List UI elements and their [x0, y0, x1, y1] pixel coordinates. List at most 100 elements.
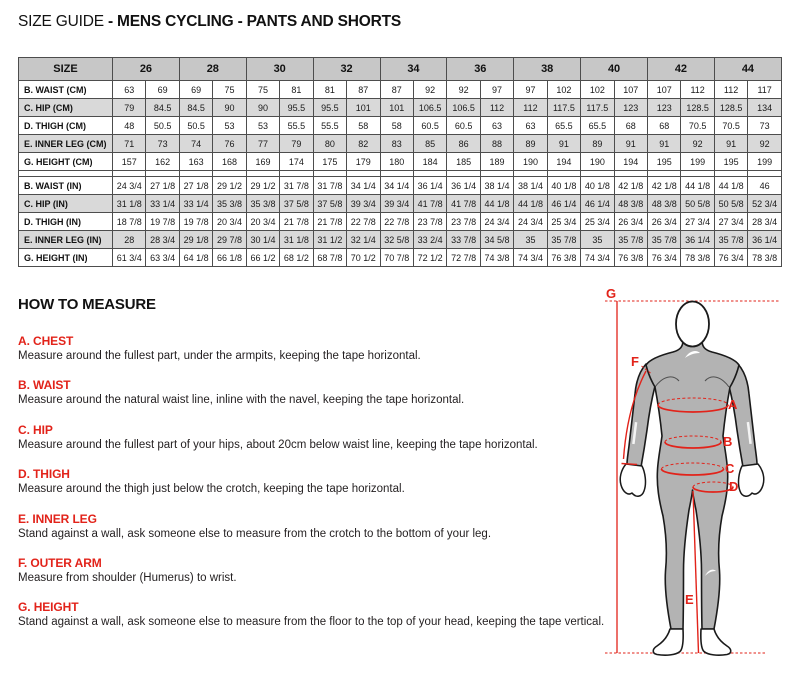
size-table: SIZE 26 28 30 32 34 36 38 40 42 44 B. WAIST (CM) 63 6…	[18, 57, 783, 267]
figure-left-hand	[619, 463, 647, 497]
value-cell: 35 7/8	[713, 230, 749, 249]
value-cell: 90	[212, 98, 247, 117]
value-cell: 70.5	[713, 116, 749, 135]
value-cell: 42 1/8	[646, 176, 682, 195]
value-cell: 44 1/8	[713, 176, 749, 195]
value-cell: 50.5	[145, 116, 180, 135]
figure-right-hand	[737, 463, 765, 497]
measure-item-heading: A. CHEST	[18, 334, 74, 348]
value-cell: 34 1/4	[379, 176, 414, 195]
value-cell: 77	[245, 134, 281, 153]
measure-item: A. CHEST Measure around the fullest part,…	[18, 334, 618, 363]
value-cell: 31 1/2	[312, 230, 348, 249]
measure-item: D. THIGH Measure around the thigh just be…	[18, 467, 618, 496]
value-cell: 91	[613, 134, 649, 153]
value-cell: 128.5	[713, 98, 749, 117]
value-cell: 88	[479, 134, 515, 153]
value-cell: 97	[479, 80, 515, 99]
value-cell: 76 3/8	[613, 248, 649, 267]
value-cell: 74	[178, 134, 214, 153]
measure-item-text: Measure around the thigh just below the …	[18, 483, 405, 496]
value-cell: 185	[446, 152, 481, 171]
value-cell: 195	[646, 152, 682, 171]
value-cell: 21 7/8	[312, 212, 348, 231]
page-title: SIZE GUIDE - MENS CYCLING - PANTS AND SH…	[18, 13, 401, 31]
table-row: D. THIGH (CM) 48 50.5 50.5 53 53 55.5 55.5 58 58 6…	[18, 116, 782, 135]
value-cell: 195	[713, 152, 749, 171]
value-cell: 117	[747, 80, 782, 99]
value-cell: 28 3/4	[145, 230, 180, 249]
value-cell: 46	[747, 176, 782, 195]
value-cell: 174	[279, 152, 314, 171]
figure-chest-line-right	[704, 376, 730, 388]
value-cell: 190	[580, 152, 615, 171]
value-cell: 70 7/8	[379, 248, 414, 267]
value-cell: 23 7/8	[412, 212, 448, 231]
value-cell: 41 7/8	[446, 194, 481, 213]
value-cell: 60.5	[412, 116, 448, 135]
value-cell: 35 7/8	[546, 230, 582, 249]
value-cell: 101	[379, 98, 414, 117]
value-cell: 70 1/2	[346, 248, 381, 267]
value-cell: 35 3/8	[212, 194, 247, 213]
measurement-label-cell: D. THIGH (CM)	[18, 116, 113, 135]
value-cell: 194	[546, 152, 582, 171]
value-cell: 78 3/8	[680, 248, 715, 267]
value-cell: 33 1/4	[178, 194, 214, 213]
value-cell: 72 7/8	[446, 248, 481, 267]
value-cell: 69	[178, 80, 214, 99]
measure-item-text: Stand against a wall, ask someone else t…	[18, 616, 605, 629]
value-cell: 37 5/8	[312, 194, 348, 213]
right-forearm-mark	[746, 421, 752, 445]
value-cell: 27 3/4	[680, 212, 715, 231]
value-cell: 29 1/2	[212, 176, 247, 195]
table-row: E. INNER LEG (IN) 28 28 3/4 29 1/8 29 7/8 30 …	[18, 230, 782, 249]
size-header: 36	[446, 57, 515, 81]
thigh-measure-ellipse	[692, 486, 734, 493]
value-cell: 84.5	[145, 98, 180, 117]
value-cell: 117.5	[580, 98, 615, 117]
value-cell: 63	[111, 80, 147, 99]
value-cell: 46 1/4	[546, 194, 582, 213]
measure-item-text: Measure around the natural waist line, i…	[18, 394, 465, 407]
value-cell: 58	[346, 116, 381, 135]
value-cell: 37 5/8	[279, 194, 314, 213]
value-cell: 52 3/4	[747, 194, 782, 213]
measure-item-text: Measure around the fullest part of your …	[18, 438, 538, 451]
value-cell: 84.5	[178, 98, 214, 117]
measure-item-heading: F. OUTER ARM	[18, 555, 102, 570]
value-cell: 29 1/8	[178, 230, 214, 249]
measure-item-text: Measure from shoulder (Humerus) to wrist…	[18, 571, 237, 584]
value-cell: 76 3/8	[546, 248, 582, 267]
value-cell: 39 3/4	[379, 194, 414, 213]
inner-leg-measure-line	[692, 490, 700, 654]
measure-item-heading: E. INNER LEG	[18, 511, 97, 526]
value-cell: 40 1/8	[580, 176, 615, 195]
value-cell: 32 5/8	[379, 230, 414, 249]
value-cell: 29 7/8	[212, 230, 247, 249]
value-cell: 68	[613, 116, 649, 135]
figure-chest-line-left	[654, 376, 680, 388]
outer-arm-measure-line	[622, 370, 647, 460]
body-figure-svg: A B C D E F G	[605, 286, 780, 656]
diagram-label-waist: B	[723, 434, 732, 449]
measurement-label-cell: G. HEIGHT (IN)	[18, 248, 113, 267]
value-cell: 20 3/4	[245, 212, 281, 231]
value-cell: 33 1/4	[145, 194, 180, 213]
table-row: G. HEIGHT (CM) 157 162 163 168 169 174 175 179 18…	[18, 152, 782, 171]
measure-item: F. OUTER ARM Measure from shoulder (Humer…	[18, 556, 618, 585]
value-cell: 92	[680, 134, 715, 153]
value-cell: 92	[412, 80, 448, 99]
value-cell: 36 1/4	[412, 176, 448, 195]
value-cell: 123	[646, 98, 682, 117]
measure-item: C. HIP Measure around the fullest part of…	[18, 423, 618, 452]
value-cell: 24 3/4	[479, 212, 515, 231]
value-cell: 74 3/8	[479, 248, 515, 267]
measurement-label-cell: C. HIP (CM)	[18, 98, 113, 117]
hip-measure-ellipse	[660, 468, 725, 476]
value-cell: 95.5	[279, 98, 314, 117]
diagram-label-chest: A	[728, 397, 738, 412]
value-cell: 66 1/8	[212, 248, 247, 267]
value-cell: 38 1/4	[513, 176, 548, 195]
value-cell: 73	[747, 116, 782, 135]
